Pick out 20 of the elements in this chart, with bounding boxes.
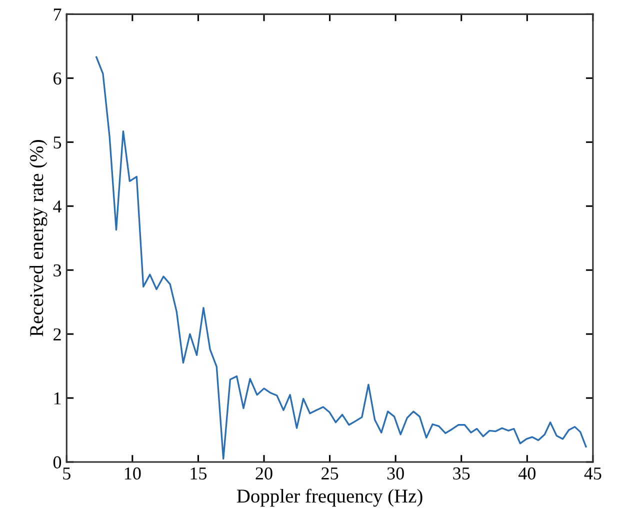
x-tick-label: 30 xyxy=(387,467,404,480)
x-tick-label: 25 xyxy=(322,467,338,480)
line-series xyxy=(96,56,587,460)
x-tick-label: 5 xyxy=(63,468,70,480)
x-tick-label: 10 xyxy=(124,467,141,480)
y-tick-label: 5 xyxy=(54,136,62,149)
y-tick-label: 3 xyxy=(54,264,62,277)
x-axis-title: Doppler frequency (Hz) xyxy=(236,488,422,507)
y-tick-label: 4 xyxy=(53,200,62,212)
x-tick-label: 35 xyxy=(453,467,470,480)
x-tick-label: 15 xyxy=(190,467,207,480)
y-tick-label: 7 xyxy=(54,8,62,20)
x-tick-label: 45 xyxy=(584,468,602,480)
y-tick-label: 6 xyxy=(54,72,62,85)
y-tick-label: 0 xyxy=(53,456,62,468)
y-axis-title: Received energy rate (%) xyxy=(30,140,48,336)
x-tick-label: 40 xyxy=(518,467,536,480)
x-tick-label: 20 xyxy=(256,467,272,480)
y-tick-label: 1 xyxy=(54,392,61,404)
y-tick-label: 2 xyxy=(54,328,61,340)
